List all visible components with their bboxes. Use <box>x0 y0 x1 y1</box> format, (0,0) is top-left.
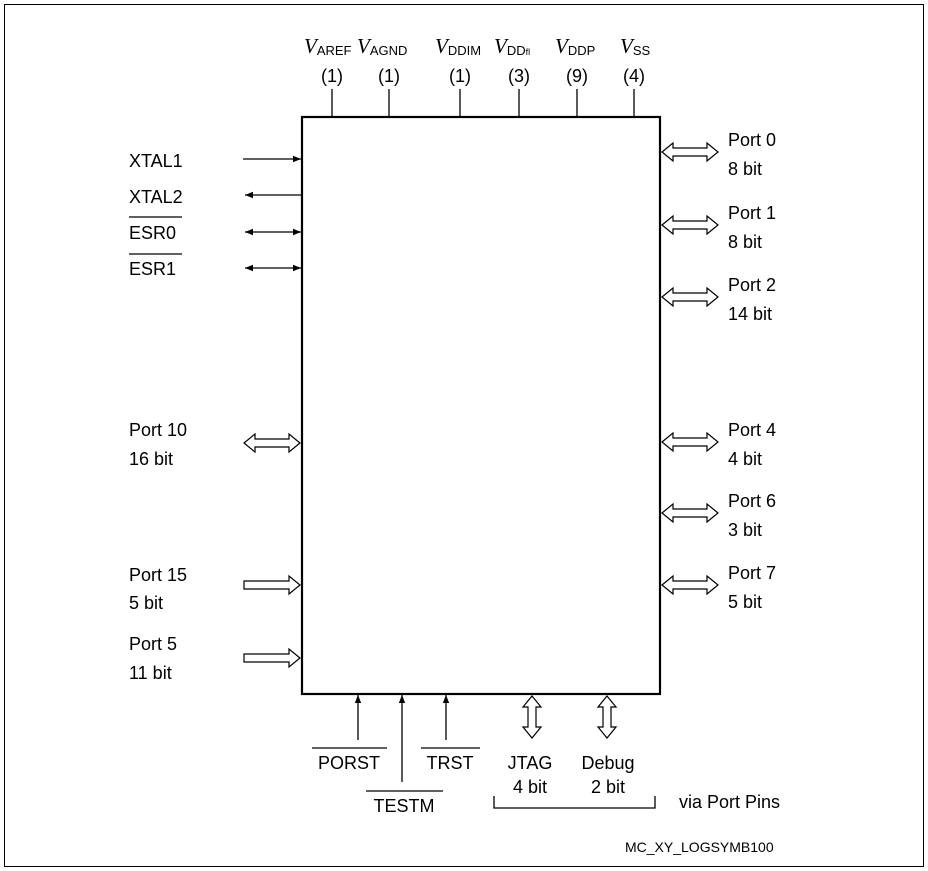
svg-text:ESR0: ESR0 <box>129 223 176 243</box>
signal-trst: TRST <box>421 695 480 773</box>
svg-text:VSS: VSS <box>620 34 650 58</box>
svg-text:VDDP: VDDP <box>555 34 595 58</box>
supply-pin-vddfl: VDDfl (3) <box>494 34 530 117</box>
svg-text:4 bit: 4 bit <box>728 449 762 469</box>
signal-testm: TESTM <box>366 695 443 816</box>
svg-text:(3): (3) <box>508 66 530 86</box>
svg-text:11 bit: 11 bit <box>129 663 172 683</box>
svg-text:5 bit: 5 bit <box>728 592 762 612</box>
svg-text:4 bit: 4 bit <box>513 777 547 797</box>
port-4-bidir: Port 4 4 bit <box>661 420 776 469</box>
svg-text:Port 1: Port 1 <box>728 203 776 223</box>
port-10-bidir: Port 10 16 bit <box>129 420 301 469</box>
signal-xtal1: XTAL1 <box>129 151 301 171</box>
svg-text:VAGND: VAGND <box>357 34 407 58</box>
svg-text:Port 6: Port 6 <box>728 491 776 511</box>
supply-pin-vss: VSS (4) <box>620 34 650 117</box>
svg-text:TESTM: TESTM <box>374 796 435 816</box>
svg-text:8 bit: 8 bit <box>728 232 762 252</box>
svg-text:via Port Pins: via Port Pins <box>679 792 780 812</box>
svg-text:2 bit: 2 bit <box>591 777 625 797</box>
svg-text:VDDIM: VDDIM <box>435 34 481 58</box>
svg-text:TRST: TRST <box>427 753 474 773</box>
port-5-input: Port 5 11 bit <box>129 634 301 683</box>
svg-text:XTAL2: XTAL2 <box>129 187 183 207</box>
port-2-bidir: Port 2 14 bit <box>661 275 776 324</box>
supply-pin-varef: VAREF (1) <box>304 34 352 117</box>
chip-body <box>300 115 662 696</box>
svg-text:VDDfl: VDDfl <box>494 34 530 58</box>
port-1-bidir: Port 1 8 bit <box>661 203 776 252</box>
svg-text:Port 7: Port 7 <box>728 563 776 583</box>
port-debug-bidir: Debug 2 bit <box>581 695 635 797</box>
svg-text:VAREF: VAREF <box>304 34 352 58</box>
svg-text:Port 10: Port 10 <box>129 420 187 440</box>
svg-text:8 bit: 8 bit <box>728 159 762 179</box>
svg-text:(4): (4) <box>623 66 645 86</box>
signal-esr0: ESR0 <box>129 216 301 243</box>
port-0-bidir: Port 0 8 bit <box>661 130 776 179</box>
signal-xtal2: XTAL2 <box>129 187 301 207</box>
supply-pin-vddim: VDDIM (1) <box>435 34 481 117</box>
svg-text:Debug: Debug <box>581 753 634 773</box>
svg-text:(1): (1) <box>449 66 471 86</box>
svg-text:Port 0: Port 0 <box>728 130 776 150</box>
via-port-pins-bracket: via Port Pins <box>493 792 780 812</box>
svg-text:16 bit: 16 bit <box>129 449 173 469</box>
figure-id: MC_XY_LOGSYMB100 <box>625 839 774 855</box>
svg-text:(1): (1) <box>321 66 343 86</box>
svg-text:ESR1: ESR1 <box>129 259 176 279</box>
supply-pin-vagnd: VAGND (1) <box>357 34 407 117</box>
svg-text:Port 4: Port 4 <box>728 420 776 440</box>
port-6-bidir: Port 6 3 bit <box>661 491 776 540</box>
svg-text:(1): (1) <box>378 66 400 86</box>
port-15-input: Port 15 5 bit <box>129 565 301 613</box>
svg-text:Port 2: Port 2 <box>728 275 776 295</box>
svg-text:PORST: PORST <box>318 753 380 773</box>
svg-text:Port 5: Port 5 <box>129 634 177 654</box>
svg-text:Port 15: Port 15 <box>129 565 187 585</box>
svg-text:XTAL1: XTAL1 <box>129 151 183 171</box>
svg-text:5 bit: 5 bit <box>129 593 163 613</box>
svg-text:3 bit: 3 bit <box>728 520 762 540</box>
supply-pin-vddp: VDDP (9) <box>555 34 595 117</box>
svg-text:14 bit: 14 bit <box>728 304 772 324</box>
figure-frame <box>4 4 924 867</box>
svg-text:JTAG: JTAG <box>508 753 553 773</box>
port-7-bidir: Port 7 5 bit <box>661 563 776 612</box>
signal-esr1: ESR1 <box>129 253 301 279</box>
svg-text:(9): (9) <box>566 66 588 86</box>
port-jtag-bidir: JTAG 4 bit <box>508 695 553 797</box>
signal-porst: PORST <box>312 695 387 773</box>
